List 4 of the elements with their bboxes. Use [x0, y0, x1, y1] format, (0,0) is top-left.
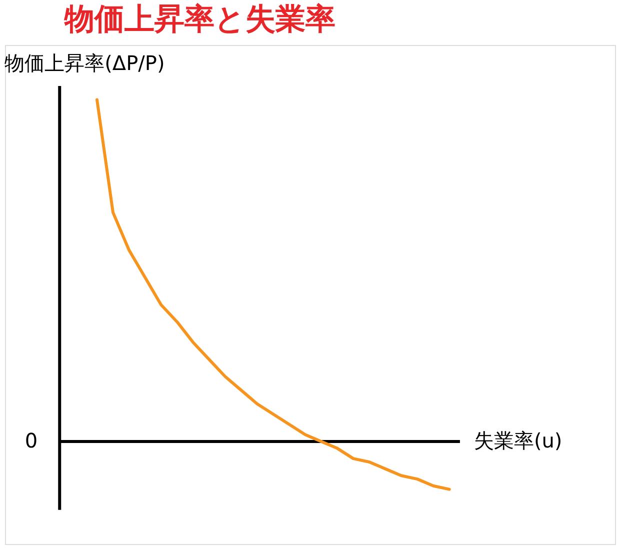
chart-title: 物価上昇率と失業率: [64, 2, 336, 37]
y-axis-title: 物価上昇率(ΔP/P): [4, 51, 165, 76]
x-axis-title: 失業率(u): [474, 428, 562, 452]
text: 0: [24, 428, 38, 452]
